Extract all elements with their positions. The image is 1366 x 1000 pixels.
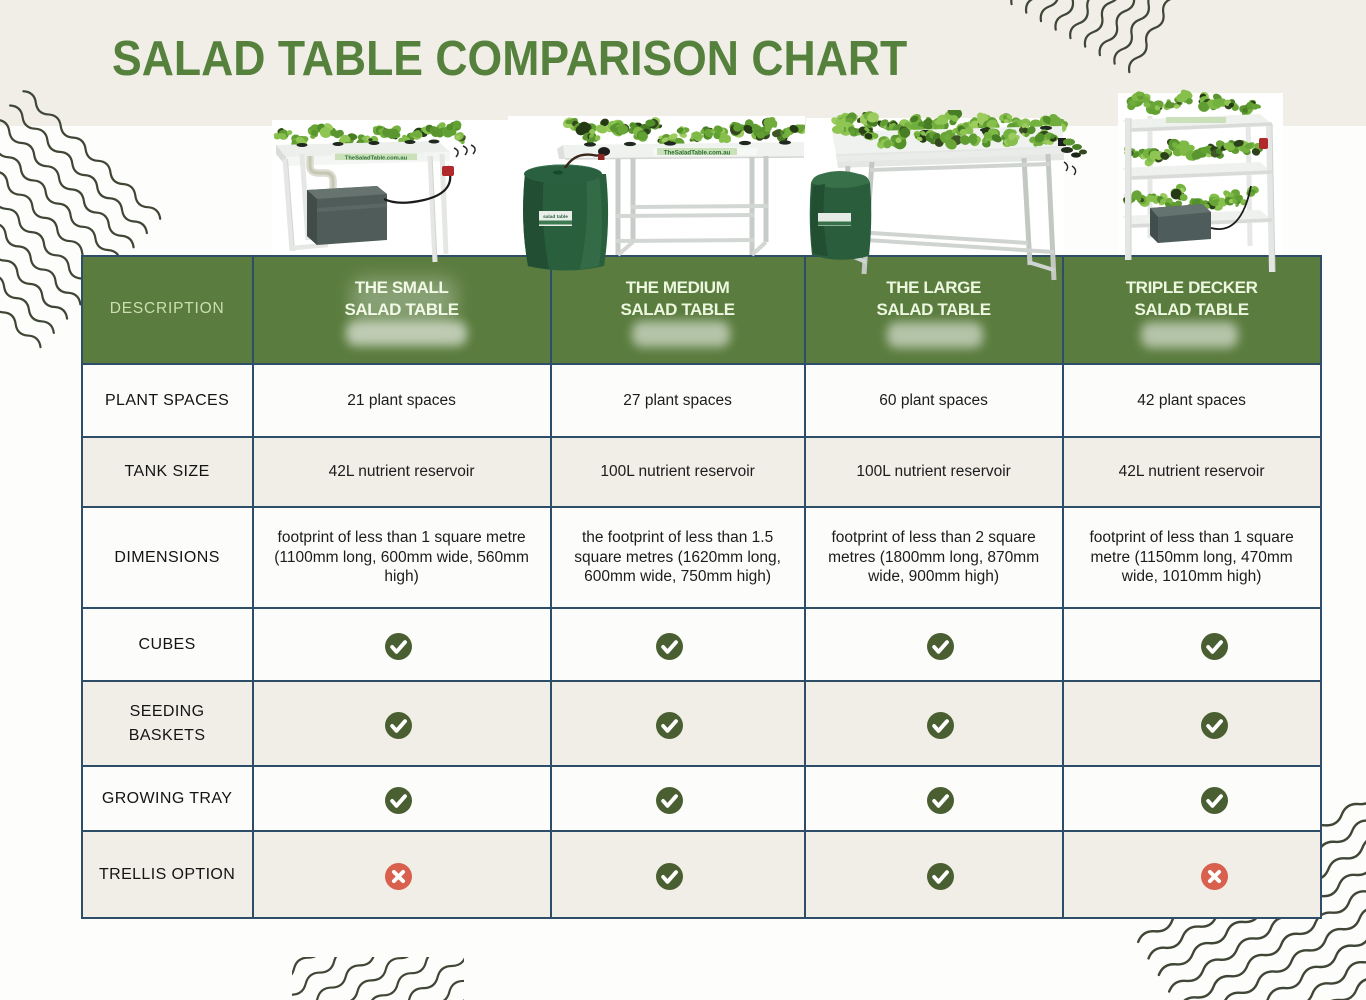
svg-text:salad table: salad table — [543, 214, 568, 220]
svg-text:TheSaladTable.com.au: TheSaladTable.com.au — [664, 149, 731, 156]
svg-text:TheSaladTable.com.au: TheSaladTable.com.au — [345, 155, 408, 161]
